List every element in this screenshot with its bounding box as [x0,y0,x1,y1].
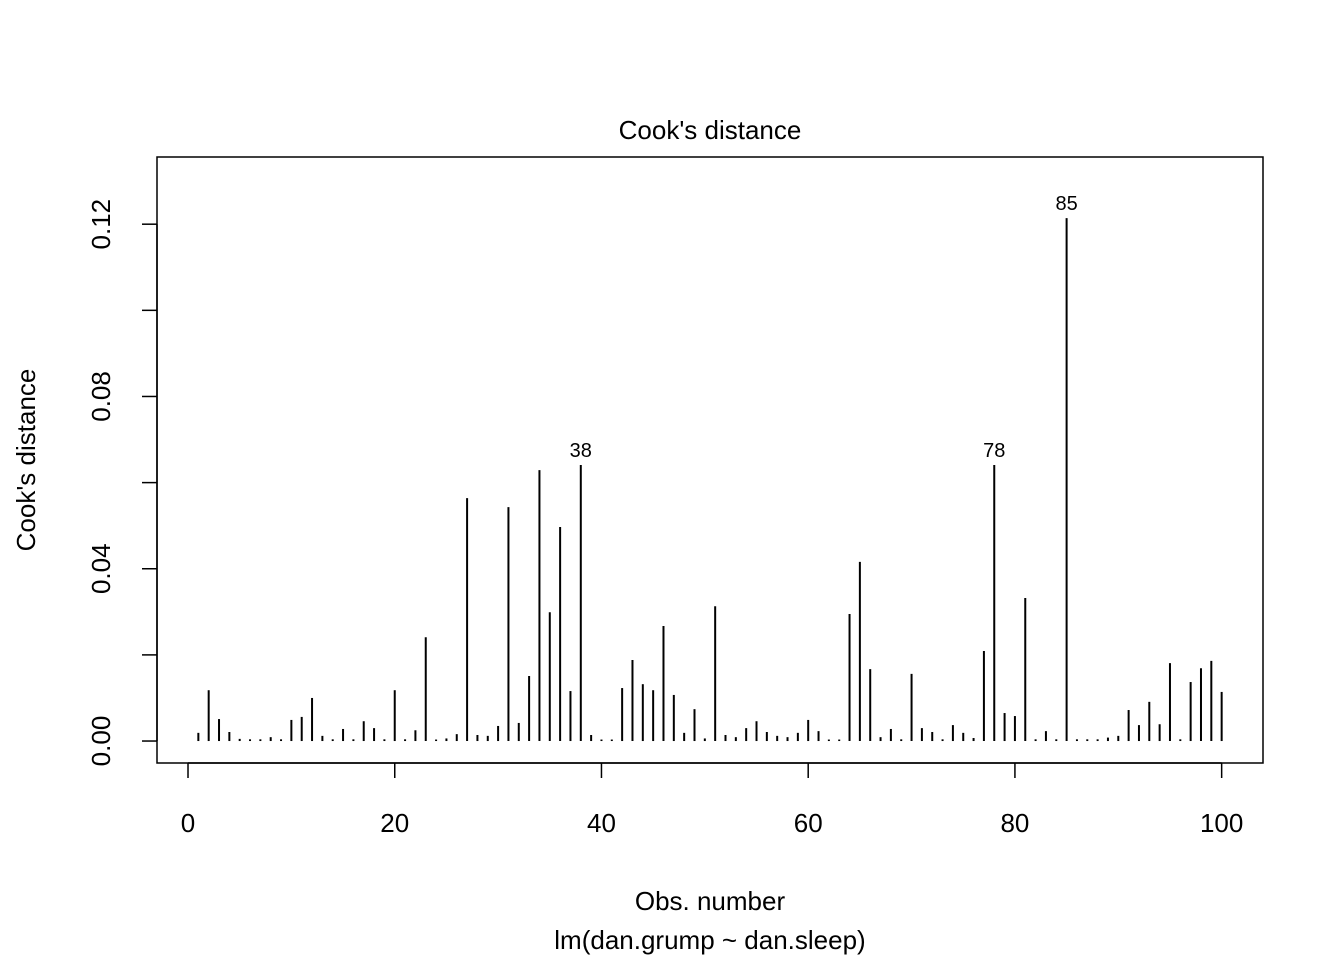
bars [197,218,1223,742]
x-axis-label: Obs. number [635,886,786,916]
plot-frame [156,156,1264,764]
annotation-label: 78 [983,440,1005,462]
y-tick-label: 0.12 [86,199,116,250]
x-tick-label: 40 [587,808,616,838]
x-tick-label: 100 [1200,808,1243,838]
annotations: 38 78 85 [570,193,1078,462]
y-tick-label: 0.04 [86,543,116,594]
annotation-label: 38 [570,440,592,462]
x-tick-label: 60 [794,808,823,838]
x-axis: 0 20 40 60 80 100 [181,762,1243,838]
x-tick-label: 80 [1000,808,1029,838]
x-tick-label: 0 [181,808,195,838]
chart-title: Cook's distance [619,115,802,145]
annotation-label: 85 [1055,193,1077,215]
y-tick-label: 0.08 [86,371,116,422]
y-tick-label: 0.00 [86,716,116,767]
chart-subtitle: lm(dan.grump ~ dan.sleep) [554,925,865,955]
x-tick-label: 20 [380,808,409,838]
y-axis-label: Cook's distance [11,369,41,552]
y-axis: 0.00 0.04 0.08 0.12 [86,199,158,767]
